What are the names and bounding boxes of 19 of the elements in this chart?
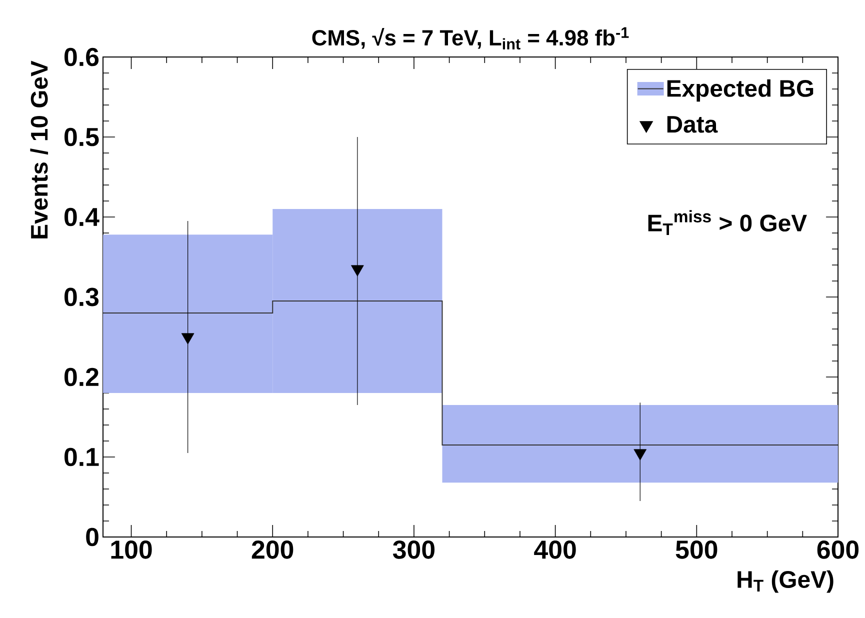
x-tick-label: 600 (817, 540, 859, 559)
x-tick-label: 400 (534, 540, 576, 559)
legend-label: Data (667, 116, 718, 133)
annotation: E$_{T}$$^{miss}$ > 0 GeV (648, 210, 807, 236)
legend-label: Expected BG (667, 79, 814, 102)
x-tick-label: 300 (392, 540, 434, 559)
x-tick-label: 200 (252, 540, 294, 559)
y-tick-label: 0.1 (64, 448, 99, 466)
y-tick-label: 0.4 (64, 208, 100, 226)
x-tick-label: 100 (111, 540, 152, 559)
x-axis-title: H$_{T}$ (GeV) (738, 570, 834, 593)
y-axis-title: Events / 10 GeV (30, 60, 48, 238)
y-tick-label: 0.5 (64, 128, 99, 146)
y-tick-label: 0.6 (64, 48, 99, 66)
y-tick-label: 0.3 (64, 288, 99, 306)
x-tick-label: 500 (676, 540, 718, 559)
y-tick-label: 0 (86, 528, 98, 546)
y-tick-label: 0.2 (64, 368, 98, 386)
chart-title: CMS, √s = 7 TeV, L$_{int}$ = 4.98 fb$^{-1}$ (312, 27, 629, 50)
